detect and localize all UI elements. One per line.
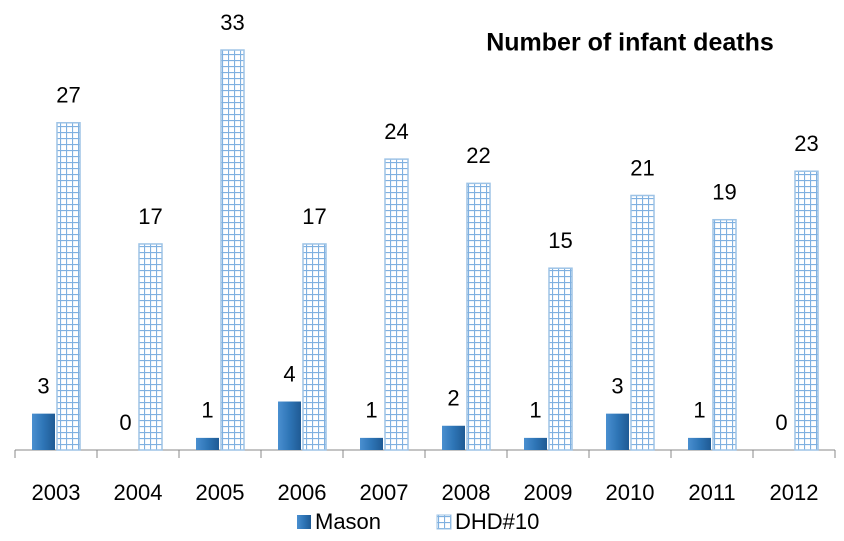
bar	[466, 182, 491, 451]
data-label: 22	[466, 143, 490, 168]
data-label: 3	[611, 373, 623, 398]
bar	[220, 49, 245, 451]
data-label: 1	[201, 398, 213, 423]
x-tick-label: 2006	[278, 480, 327, 505]
data-label: 24	[384, 119, 408, 144]
bar	[630, 194, 655, 451]
bar	[794, 170, 819, 451]
data-label: 15	[548, 228, 572, 253]
legend-label: DHD#10	[455, 509, 539, 534]
bar	[524, 437, 547, 450]
x-tick-label: 2008	[442, 480, 491, 505]
bar	[384, 158, 409, 451]
bar	[442, 425, 465, 450]
x-tick-label: 2004	[114, 480, 163, 505]
data-label: 1	[693, 398, 705, 423]
data-label: 4	[283, 361, 295, 386]
data-label: 21	[630, 155, 654, 180]
chart-title: Number of infant deaths	[486, 29, 774, 57]
data-label: 1	[365, 398, 377, 423]
x-tick-label: 2012	[770, 480, 819, 505]
bar	[138, 243, 163, 451]
legend-label: Mason	[315, 509, 381, 534]
legend-swatch	[297, 515, 311, 529]
bar	[712, 218, 737, 451]
data-label: 0	[775, 410, 787, 435]
data-label: 0	[119, 410, 131, 435]
bar	[302, 243, 327, 451]
x-tick-label: 2007	[360, 480, 409, 505]
data-label: 3	[37, 373, 49, 398]
data-label: 2	[447, 386, 459, 411]
x-tick-label: 2010	[606, 480, 655, 505]
bar	[688, 437, 711, 450]
data-label: 19	[712, 180, 736, 205]
x-tick-label: 2005	[196, 480, 245, 505]
bar	[32, 413, 55, 450]
data-label: 1	[529, 398, 541, 423]
bar	[548, 267, 573, 451]
bar	[56, 122, 81, 451]
x-tick-label: 2009	[524, 480, 573, 505]
bar	[196, 437, 219, 450]
data-label: 17	[302, 204, 326, 229]
data-label: 27	[56, 83, 80, 108]
x-tick-label: 2003	[32, 480, 81, 505]
bar	[360, 437, 383, 450]
bar	[606, 413, 629, 450]
data-label: 23	[794, 131, 818, 156]
data-label: 33	[220, 10, 244, 35]
x-tick-label: 2011	[688, 480, 735, 505]
bar	[278, 401, 301, 450]
data-label: 17	[138, 204, 162, 229]
legend-swatch	[436, 514, 452, 530]
